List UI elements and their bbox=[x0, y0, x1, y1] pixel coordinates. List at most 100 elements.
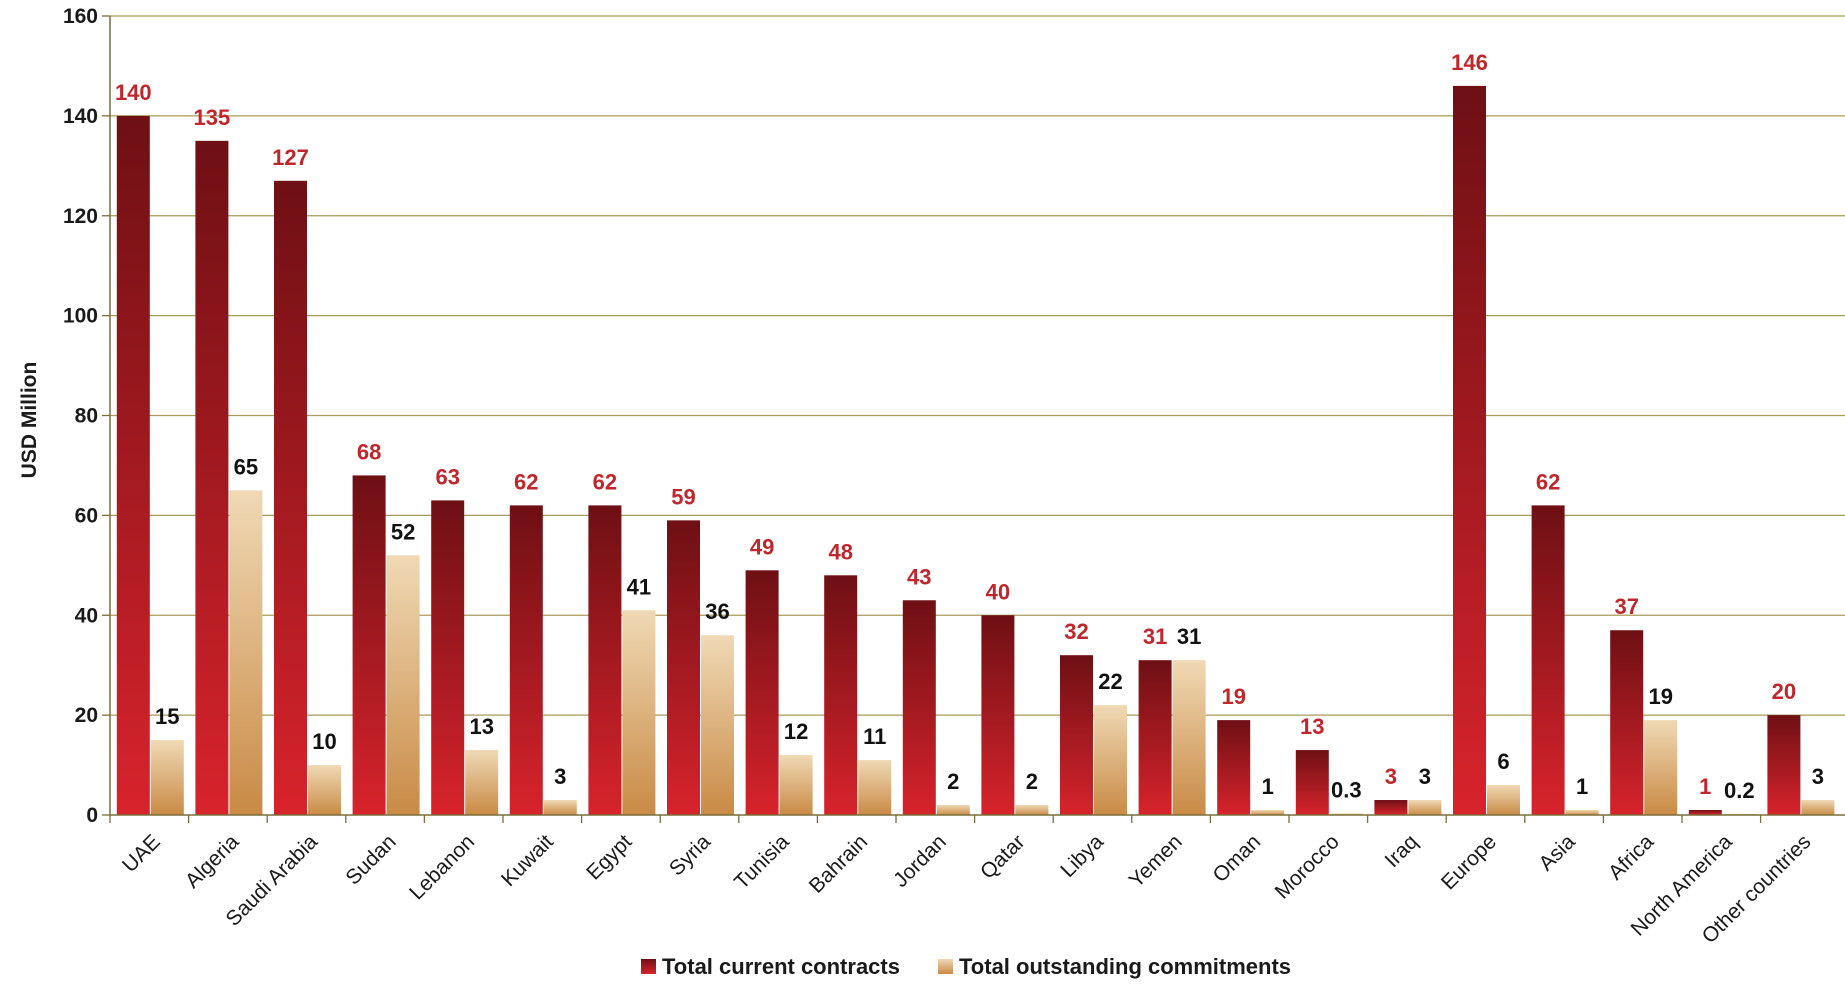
data-label-outstanding-commitments: 19 bbox=[1648, 684, 1672, 709]
data-label-current-contracts: 140 bbox=[115, 80, 152, 105]
data-label-outstanding-commitments: 1 bbox=[1576, 774, 1588, 799]
bar-current-contracts bbox=[902, 600, 936, 815]
data-label-current-contracts: 19 bbox=[1221, 684, 1245, 709]
data-label-current-contracts: 62 bbox=[514, 469, 538, 494]
bar-current-contracts bbox=[588, 505, 622, 815]
legend-swatch-outstanding-commitments bbox=[938, 959, 953, 974]
data-label-current-contracts: 40 bbox=[986, 579, 1010, 604]
bar-current-contracts bbox=[1060, 655, 1093, 815]
bar-outstanding-commitments bbox=[1801, 800, 1835, 815]
data-label-outstanding-commitments: 13 bbox=[469, 714, 493, 739]
bar-outstanding-commitments bbox=[1172, 660, 1206, 815]
bar-outstanding-commitments bbox=[1015, 805, 1049, 815]
data-label-current-contracts: 3 bbox=[1385, 764, 1397, 789]
data-label-current-contracts: 59 bbox=[671, 484, 695, 509]
x-category-label: Asia bbox=[1534, 830, 1579, 875]
data-label-outstanding-commitments: 31 bbox=[1177, 624, 1201, 649]
bar-outstanding-commitments bbox=[622, 610, 656, 815]
data-label-outstanding-commitments: 3 bbox=[1419, 764, 1431, 789]
data-label-outstanding-commitments: 15 bbox=[155, 704, 179, 729]
data-label-current-contracts: 31 bbox=[1143, 624, 1167, 649]
bar-current-contracts bbox=[824, 575, 858, 815]
x-category-label: Algeria bbox=[181, 830, 244, 893]
bar-outstanding-commitments bbox=[701, 635, 734, 815]
bar-current-contracts bbox=[1688, 810, 1722, 815]
x-category-label: UAE bbox=[118, 830, 165, 877]
data-label-outstanding-commitments: 12 bbox=[784, 719, 808, 744]
data-label-outstanding-commitments: 2 bbox=[947, 769, 959, 794]
bar-current-contracts bbox=[667, 520, 700, 815]
x-category-label: Morocco bbox=[1271, 830, 1344, 903]
x-category-label: Iraq bbox=[1381, 830, 1423, 872]
data-label-current-contracts: 62 bbox=[1536, 469, 1560, 494]
x-category-label: Kuwait bbox=[497, 830, 558, 891]
bar-outstanding-commitments bbox=[1408, 800, 1442, 815]
data-label-outstanding-commitments: 0.2 bbox=[1724, 778, 1755, 803]
bar-outstanding-commitments bbox=[1487, 785, 1520, 815]
legend-label-outstanding-commitments: Total outstanding commitments bbox=[959, 954, 1291, 979]
x-category-label: Bahrain bbox=[805, 830, 872, 897]
data-label-outstanding-commitments: 1 bbox=[1262, 774, 1274, 799]
y-tick-label: 80 bbox=[75, 405, 98, 428]
bar-outstanding-commitments bbox=[858, 760, 892, 815]
x-category-label: Sudan bbox=[341, 830, 400, 889]
x-category-label: Lebanon bbox=[405, 830, 479, 904]
bar-current-contracts bbox=[195, 140, 229, 815]
bar-outstanding-commitments bbox=[229, 490, 263, 815]
data-label-current-contracts: 20 bbox=[1772, 679, 1796, 704]
bar-current-contracts bbox=[116, 115, 150, 815]
data-label-outstanding-commitments: 22 bbox=[1098, 669, 1122, 694]
data-labels: 1401513565127106852631362362415936491248… bbox=[115, 50, 1824, 803]
bar-current-contracts bbox=[352, 475, 386, 815]
data-label-current-contracts: 63 bbox=[435, 464, 459, 489]
data-label-current-contracts: 37 bbox=[1614, 594, 1638, 619]
data-label-current-contracts: 146 bbox=[1451, 50, 1488, 75]
x-category-label: Qatar bbox=[976, 830, 1029, 883]
data-label-outstanding-commitments: 0.3 bbox=[1331, 778, 1362, 803]
data-label-current-contracts: 43 bbox=[907, 564, 931, 589]
bar-outstanding-commitments bbox=[543, 800, 577, 815]
data-label-outstanding-commitments: 11 bbox=[863, 724, 886, 749]
bar-outstanding-commitments bbox=[1251, 810, 1285, 815]
bar-current-contracts bbox=[274, 180, 307, 815]
legend: Total current contracts Total outstandin… bbox=[641, 954, 1291, 979]
bar-outstanding-commitments bbox=[1565, 810, 1599, 815]
data-label-current-contracts: 127 bbox=[272, 145, 309, 170]
y-tick-label: 60 bbox=[75, 504, 98, 527]
bar-current-contracts bbox=[1374, 800, 1408, 815]
bar-outstanding-commitments bbox=[1094, 705, 1127, 815]
x-category-label: Egypt bbox=[582, 830, 636, 884]
data-label-current-contracts: 13 bbox=[1300, 714, 1324, 739]
y-tick-label: 40 bbox=[75, 604, 98, 627]
data-label-current-contracts: 48 bbox=[828, 539, 852, 564]
bar-current-contracts bbox=[509, 505, 543, 815]
data-label-current-contracts: 49 bbox=[750, 534, 774, 559]
y-tick-label: 20 bbox=[75, 704, 98, 727]
bar-current-contracts bbox=[745, 570, 779, 815]
bar-current-contracts bbox=[1767, 715, 1801, 815]
data-label-current-contracts: 135 bbox=[194, 105, 231, 130]
data-label-current-contracts: 1 bbox=[1699, 774, 1711, 799]
data-label-current-contracts: 68 bbox=[357, 439, 381, 464]
y-axis-ticks: 0 20 40 60 80 100 120 140 160 bbox=[63, 5, 110, 827]
data-label-outstanding-commitments: 52 bbox=[391, 519, 415, 544]
bars bbox=[116, 85, 1835, 816]
data-label-outstanding-commitments: 10 bbox=[312, 729, 336, 754]
bar-outstanding-commitments bbox=[779, 755, 813, 815]
y-tick-label: 160 bbox=[63, 5, 98, 28]
x-category-label: Yemen bbox=[1125, 830, 1187, 892]
data-label-outstanding-commitments: 3 bbox=[554, 764, 566, 789]
bar-outstanding-commitments bbox=[465, 750, 499, 815]
bar-current-contracts bbox=[1138, 660, 1172, 815]
bar-outstanding-commitments bbox=[936, 805, 970, 815]
x-category-label: Africa bbox=[1604, 830, 1658, 884]
x-category-label: Jordan bbox=[889, 830, 951, 892]
data-label-outstanding-commitments: 2 bbox=[1026, 769, 1038, 794]
y-tick-label: 120 bbox=[63, 205, 98, 228]
data-label-outstanding-commitments: 6 bbox=[1497, 749, 1509, 774]
legend-label-current-contracts: Total current contracts bbox=[662, 954, 900, 979]
data-label-outstanding-commitments: 3 bbox=[1812, 764, 1824, 789]
bar-current-contracts bbox=[1610, 630, 1644, 815]
